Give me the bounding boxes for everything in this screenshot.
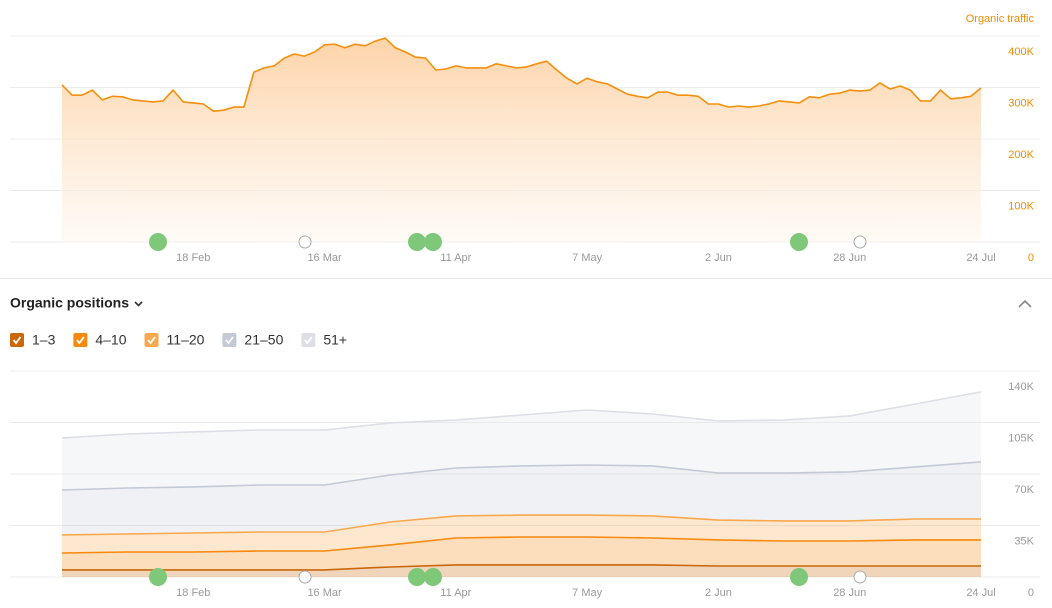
legend-checkbox[interactable] [301, 333, 316, 347]
x-tick-label: 18 Feb [176, 587, 210, 599]
dropdown-chevron[interactable] [134, 301, 143, 307]
x-tick-label: 11 Apr [440, 252, 471, 264]
y-tick-label: 200K [1008, 149, 1034, 161]
stack-line [62, 564, 981, 571]
update-dot[interactable] [149, 568, 167, 586]
update-dot[interactable] [408, 233, 426, 251]
google-icon[interactable] [298, 570, 312, 584]
legend-label[interactable]: 21–50 [244, 332, 283, 348]
line [61, 37, 982, 112]
x-tick-label: 11 Apr [440, 587, 471, 599]
x-tick-label: 28 Jun [833, 587, 866, 599]
x-tick-label: 7 May [572, 587, 602, 599]
x-tick-label: 18 Feb [176, 252, 210, 264]
y-tick-label: 0 [1028, 252, 1034, 264]
legend-label[interactable]: 11–20 [167, 332, 205, 348]
stack-line [61, 461, 982, 491]
legend-checkbox[interactable] [73, 333, 88, 347]
y-tick-label: 400K [1008, 46, 1034, 58]
y-tick-label: 100K [1008, 200, 1034, 212]
stack-band [62, 461, 981, 535]
collapse-chevron[interactable] [1018, 299, 1032, 308]
x-tick-label: 7 May [572, 252, 602, 264]
x-tick-label: 2 Jun [705, 252, 732, 264]
update-dot[interactable] [408, 568, 426, 586]
section-title[interactable]: Organic positions [10, 295, 129, 311]
google-icon[interactable] [298, 235, 312, 249]
legend: 1–3 4–10 11–20 21–50 51+ [10, 332, 347, 348]
x-tick-label: 16 Mar [307, 587, 342, 599]
legend-label[interactable]: 51+ [323, 332, 347, 348]
stack-line [61, 514, 981, 536]
y-tick-label: 0 [1028, 587, 1034, 599]
checkmark [76, 336, 85, 345]
y-tick-label: 70K [1014, 484, 1034, 496]
update-dot[interactable] [790, 568, 808, 586]
plots: Organic traffic 0 100K 200K 300K 400K 18 Feb 16… [10, 13, 1040, 599]
checkmark [225, 336, 234, 345]
y-tick-label: 35K [1014, 535, 1034, 547]
x-tick-label: 28 Jun [833, 252, 866, 264]
stack-band [62, 515, 981, 553]
google-icon[interactable] [853, 570, 867, 584]
update-dot[interactable] [424, 233, 442, 251]
x-tick-label: 24 Jul [966, 252, 995, 264]
legend-checkbox[interactable] [10, 333, 24, 347]
stack-band [62, 564, 981, 577]
legend-label[interactable]: 1–3 [32, 332, 56, 348]
y-tick-label: 300K [1008, 97, 1034, 109]
axis-title: Organic traffic [966, 13, 1035, 25]
y-tick-label: 105K [1008, 432, 1034, 444]
checkmark [147, 336, 156, 345]
legend-checkbox[interactable] [144, 333, 159, 347]
checkmark [12, 336, 22, 345]
event-markers [149, 233, 867, 586]
legend-label[interactable]: 4–10 [95, 332, 126, 348]
x-tick-label: 2 Jun [705, 587, 732, 599]
area [62, 38, 981, 242]
checkmark [304, 336, 313, 345]
google-icon[interactable] [853, 235, 867, 249]
stack-band [62, 537, 981, 570]
update-dot[interactable] [149, 233, 167, 251]
update-dot[interactable] [790, 233, 808, 251]
stack-band [62, 391, 981, 490]
stack-line [61, 391, 982, 439]
update-dot[interactable] [424, 568, 442, 586]
legend-checkbox[interactable] [222, 333, 237, 347]
x-tick-label: 24 Jul [966, 587, 995, 599]
stack-line [61, 536, 981, 554]
y-tick-label: 140K [1008, 381, 1034, 393]
x-tick-label: 16 Mar [307, 252, 342, 264]
